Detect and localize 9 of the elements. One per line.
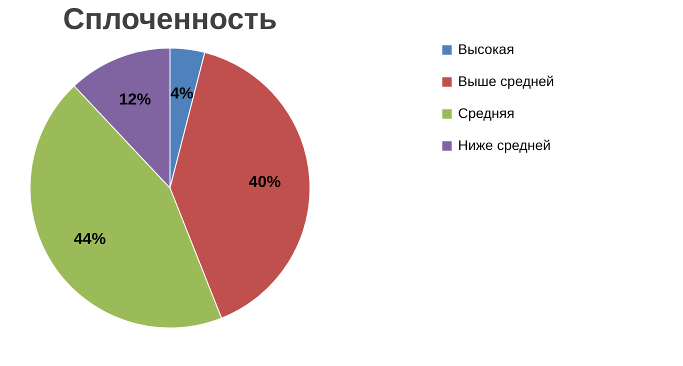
data-label: 4%: [170, 86, 194, 103]
data-label: 40%: [248, 174, 281, 192]
legend-label: Средняя: [458, 105, 514, 121]
legend-label: Ниже средней: [458, 137, 551, 153]
data-label: 44%: [74, 230, 106, 248]
chart-title: Сплоченность: [62, 3, 278, 36]
legend-label: Выше средней: [458, 73, 554, 89]
data-label: 12%: [119, 92, 152, 109]
legend-label: Высокая: [458, 41, 514, 57]
